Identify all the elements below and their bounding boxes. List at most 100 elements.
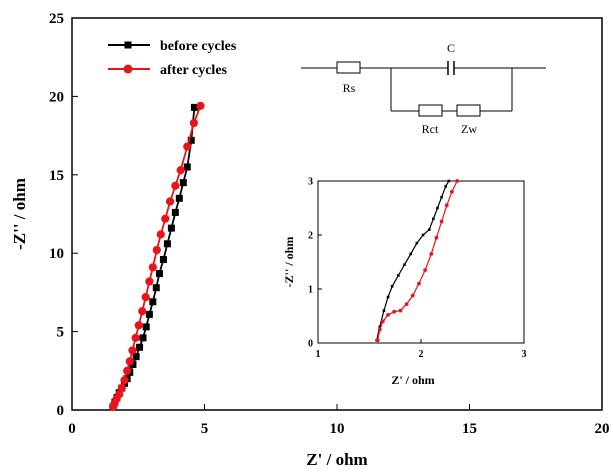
data-point-before: [136, 343, 144, 351]
data-point-after: [152, 245, 161, 255]
circuit-label-zw: Zw: [461, 122, 477, 136]
data-point-before: [145, 310, 153, 318]
data-point-before: [190, 103, 198, 111]
data-point-after: [377, 327, 382, 332]
circuit-label-rs: Rs: [343, 81, 356, 95]
data-point-before: [403, 263, 406, 266]
rs-resistor: [336, 61, 361, 74]
data-point-after: [386, 313, 390, 317]
circuit-label-c: C: [447, 41, 455, 55]
series-line-after: [377, 180, 458, 341]
data-point-after: [450, 189, 454, 194]
y-tick-label: 3: [308, 177, 313, 188]
data-point-after: [423, 268, 428, 272]
x-tick-label: 0: [68, 421, 76, 437]
data-point-before: [409, 252, 412, 256]
data-point-after: [404, 302, 409, 307]
circuit-label-rct: Rct: [422, 122, 439, 136]
data-point-before: [432, 217, 435, 221]
main-y-axis-label: -Z'' / ohm: [10, 178, 29, 250]
data-point-after: [444, 203, 449, 208]
data-point-after: [189, 118, 198, 128]
y-tick-label: 15: [49, 168, 64, 184]
data-point-before: [436, 206, 439, 210]
data-point-after: [138, 307, 147, 316]
y-tick-label: 0: [57, 403, 65, 419]
data-point-after: [161, 214, 170, 223]
equivalent-circuit: [301, 61, 546, 117]
data-point-before: [139, 334, 147, 342]
legend-marker-before: [124, 41, 132, 49]
data-point-before: [415, 241, 419, 245]
main-x-axis-label: Z' / ohm: [306, 450, 367, 469]
data-point-after: [145, 277, 154, 286]
data-point-before: [159, 255, 167, 263]
data-point-before: [129, 361, 137, 369]
data-point-after: [434, 235, 439, 240]
main-series-group: [108, 101, 205, 411]
x-tick-label: 20: [595, 421, 610, 437]
rct-resistor: [418, 104, 443, 117]
data-point-before: [427, 228, 431, 231]
y-tick-label: 10: [49, 246, 64, 262]
data-point-after: [115, 390, 124, 399]
data-point-before: [447, 179, 451, 183]
data-point-before: [397, 274, 400, 277]
data-point-before: [142, 323, 150, 331]
data-point-before: [171, 208, 179, 216]
y-tick-label: 0: [308, 339, 313, 350]
data-point-after: [125, 357, 134, 366]
data-point-after: [439, 219, 444, 224]
y-tick-label: 25: [49, 11, 64, 27]
x-tick-label: 3: [522, 349, 527, 360]
data-point-after: [165, 197, 175, 206]
data-point-after: [131, 333, 140, 342]
inset-x-axis-label: Z' / ohm: [391, 373, 434, 387]
legend: before cycles after cycles: [108, 39, 237, 78]
series-line-before: [112, 107, 196, 408]
legend-label-after: after cycles: [160, 63, 228, 78]
data-point-after: [117, 383, 126, 393]
data-point-after: [375, 338, 380, 343]
data-point-after: [128, 346, 137, 355]
data-point-before: [421, 233, 425, 237]
zw-element: [456, 104, 481, 117]
data-point-before: [386, 295, 390, 299]
data-point-after: [410, 293, 415, 298]
series-line-before: [376, 180, 450, 341]
data-point-after: [429, 252, 434, 256]
data-point-before: [179, 179, 187, 187]
data-point-after: [148, 263, 157, 272]
data-point-before: [440, 195, 443, 199]
data-point-before: [444, 185, 448, 188]
x-tick-label: 10: [330, 421, 345, 437]
data-point-after: [398, 308, 403, 313]
x-tick-label: 1: [316, 349, 321, 360]
data-point-after: [176, 165, 185, 175]
data-point-before: [167, 224, 175, 232]
y-tick-label: 2: [308, 231, 313, 242]
data-point-before: [390, 285, 394, 288]
y-tick-label: 5: [57, 325, 65, 341]
x-tick-label: 15: [462, 421, 477, 437]
data-point-after: [196, 101, 205, 110]
x-tick-label: 2: [419, 349, 424, 360]
data-point-after: [455, 179, 459, 183]
data-point-before: [382, 309, 386, 312]
data-point-before: [163, 240, 171, 248]
inset-series-group: [375, 179, 459, 343]
data-point-before: [155, 270, 163, 278]
y-tick-label: 1: [308, 285, 313, 296]
data-point-after: [183, 142, 192, 151]
data-point-after: [141, 293, 150, 302]
data-point-after: [171, 181, 180, 190]
data-point-before: [152, 284, 160, 292]
x-tick-label: 5: [201, 421, 209, 437]
data-point-after: [156, 230, 165, 239]
data-point-before: [132, 353, 140, 361]
legend-label-before: before cycles: [160, 39, 237, 54]
data-point-before: [183, 163, 191, 171]
inset-y-axis-label: -Z'' / ohm: [282, 237, 296, 288]
